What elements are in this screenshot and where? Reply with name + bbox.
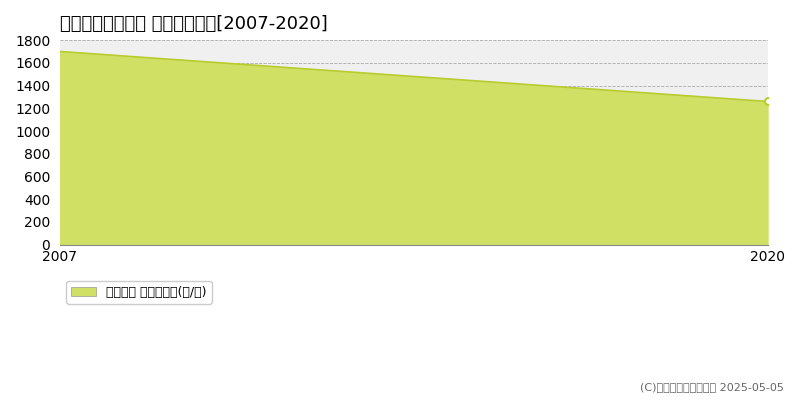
Text: (C)土地価格ドットコム 2025-05-05: (C)土地価格ドットコム 2025-05-05 bbox=[640, 382, 784, 392]
Legend: 農地価格 平均坪単価(円/坪): 農地価格 平均坪単価(円/坪) bbox=[66, 281, 212, 304]
Text: 多気郡多気町車川 農地価格推移[2007-2020]: 多気郡多気町車川 農地価格推移[2007-2020] bbox=[60, 15, 328, 33]
